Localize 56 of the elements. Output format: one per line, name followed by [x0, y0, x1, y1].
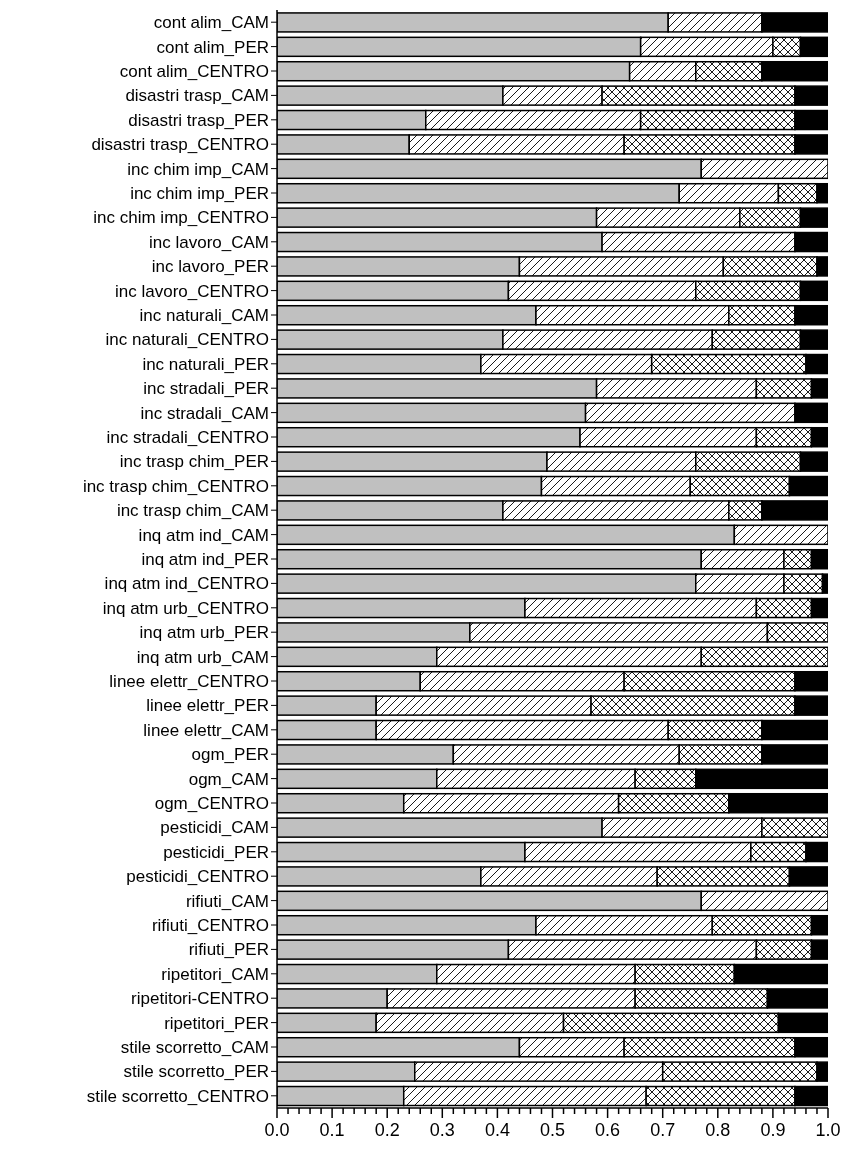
- y-tick-label: ogm_CAM: [188, 769, 269, 789]
- y-tick-label: disastri trasp_CAM: [125, 86, 269, 106]
- y-tick-label: inc stradali_CENTRO: [106, 428, 269, 448]
- y-tick-label: inc chim imp_CENTRO: [93, 208, 269, 228]
- y-tick-label: inq atm ind_CENTRO: [104, 574, 269, 594]
- y-tick-label: inc trasp chim_CAM: [116, 501, 269, 521]
- x-tick-label: 0.9: [760, 1120, 786, 1140]
- y-tick-label: inc naturali_CAM: [139, 306, 269, 326]
- y-tick-label: inc chim imp_PER: [130, 184, 269, 204]
- x-tick-label: 0.5: [539, 1120, 566, 1140]
- y-tick-label: cont alim_PER: [156, 37, 269, 57]
- y-tick-label: inc naturali_PER: [142, 354, 269, 374]
- y-tick-label: inc naturali_CENTRO: [105, 330, 269, 350]
- y-tick-label: inc lavoro_CENTRO: [115, 281, 269, 301]
- y-tick-label: inc chim imp_CAM: [127, 159, 269, 179]
- y-tick-label: inc trasp chim_PER: [119, 452, 269, 472]
- y-tick-label: inq atm ind_PER: [141, 550, 269, 570]
- x-tick-label: 0.4: [484, 1120, 510, 1140]
- y-tick-label: inq atm urb_PER: [139, 623, 269, 643]
- y-tick-label: cont alim_CENTRO: [119, 62, 269, 82]
- y-tick-label: rifiuti_CENTRO: [151, 916, 269, 936]
- x-tick-label: 0.7: [650, 1120, 676, 1140]
- y-tick-label: inc stradali_CAM: [140, 403, 269, 423]
- x-tick-label: 0.1: [319, 1120, 345, 1140]
- x-tick-label: 1.0: [815, 1120, 841, 1140]
- y-tick-label: linee elettr_CAM: [143, 720, 269, 740]
- y-tick-label: pesticidi_CENTRO: [126, 867, 269, 887]
- y-tick-label: ripetitori-CENTRO: [131, 989, 269, 1009]
- y-tick-label: inc stradali_PER: [143, 379, 269, 399]
- x-tick-label: 0.0: [264, 1120, 290, 1140]
- y-tick-label: disastri trasp_CENTRO: [91, 135, 269, 155]
- x-tick-label: 0.2: [374, 1120, 400, 1140]
- y-tick-label: stile scorretto_CENTRO: [86, 1086, 269, 1106]
- y-tick-label: stile scorretto_PER: [123, 1062, 269, 1082]
- y-tick-label: cont alim_CAM: [153, 13, 269, 33]
- y-tick-label: ripetitori_CAM: [161, 964, 269, 984]
- y-tick-label: inc trasp chim_CENTRO: [82, 476, 269, 496]
- y-tick-label: linee elettr_PER: [146, 696, 269, 716]
- x-tick-label: 0.6: [595, 1120, 621, 1140]
- x-tick-label: 0.8: [705, 1120, 731, 1140]
- y-tick-label: ripetitori_PER: [164, 1013, 269, 1033]
- y-tick-label: stile scorretto_CAM: [120, 1038, 269, 1058]
- y-tick-label: ogm_CENTRO: [154, 794, 269, 814]
- y-tick-label: linee elettr_CENTRO: [109, 672, 269, 692]
- y-tick-label: rifiuti_CAM: [185, 891, 269, 911]
- y-tick-label: inq atm urb_CAM: [136, 647, 269, 667]
- y-tick-label: pesticidi_CAM: [160, 818, 269, 838]
- x-tick-label: 0.3: [429, 1120, 455, 1140]
- y-tick-label: disastri trasp_PER: [128, 110, 269, 130]
- y-tick-label: rifiuti_PER: [188, 940, 269, 960]
- y-tick-label: ogm_PER: [191, 745, 269, 765]
- y-tick-label: inq atm ind_CAM: [138, 525, 269, 545]
- y-tick-label: inc lavoro_CAM: [149, 232, 269, 252]
- y-tick-label: inc lavoro_PER: [151, 257, 269, 277]
- y-tick-label: pesticidi_PER: [163, 842, 269, 862]
- y-tick-label: inq atm urb_CENTRO: [102, 598, 269, 618]
